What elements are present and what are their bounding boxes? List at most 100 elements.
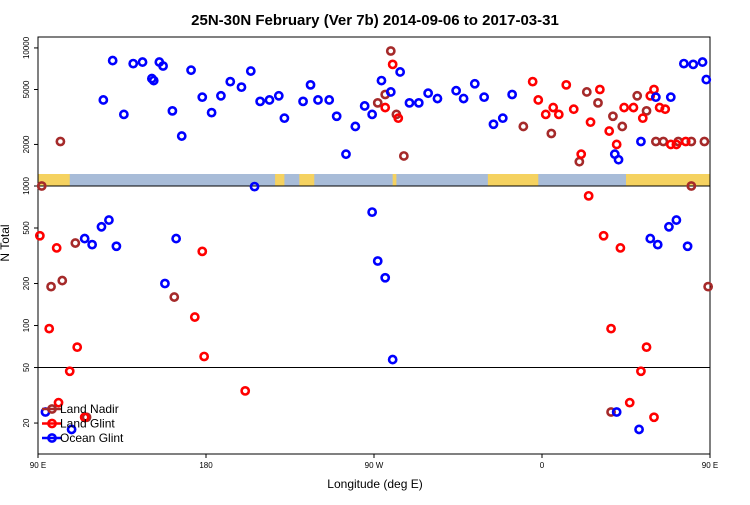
data-point bbox=[359, 101, 370, 111]
data-point bbox=[350, 121, 361, 132]
data-point bbox=[279, 113, 290, 124]
data-point bbox=[688, 59, 699, 70]
coastline-ocean-band bbox=[38, 174, 710, 186]
data-point bbox=[255, 96, 266, 107]
lower-y-tick-label: 1000 bbox=[22, 177, 31, 195]
data-point bbox=[574, 156, 585, 167]
data-point bbox=[561, 79, 572, 90]
data-point bbox=[404, 97, 415, 108]
data-point bbox=[652, 239, 663, 250]
data-point bbox=[79, 233, 90, 244]
coastline-land-segment bbox=[487, 174, 539, 186]
data-point bbox=[488, 119, 499, 130]
data-point bbox=[148, 75, 159, 86]
data-point bbox=[313, 95, 323, 105]
data-point bbox=[189, 312, 200, 322]
data-point bbox=[393, 113, 404, 124]
data-point bbox=[624, 397, 635, 408]
data-point bbox=[367, 109, 378, 120]
lower-y-tick-label: 20 bbox=[22, 418, 31, 427]
data-point bbox=[169, 292, 180, 302]
data-point bbox=[96, 221, 107, 232]
data-point bbox=[628, 102, 639, 113]
data-point bbox=[298, 96, 308, 107]
x-tick-label: 0 bbox=[540, 461, 545, 470]
data-point bbox=[216, 90, 226, 101]
data-point bbox=[701, 74, 712, 85]
lower-y-tick-label: 50 bbox=[22, 363, 31, 372]
data-point bbox=[273, 90, 284, 101]
data-point bbox=[680, 136, 691, 147]
data-point bbox=[197, 92, 208, 103]
data-point bbox=[650, 136, 661, 147]
data-point bbox=[568, 104, 579, 115]
data-point bbox=[331, 111, 342, 122]
data-point bbox=[380, 102, 391, 113]
data-point bbox=[46, 281, 56, 292]
data-point bbox=[225, 76, 236, 87]
data-point bbox=[372, 256, 383, 266]
data-point bbox=[44, 323, 55, 334]
coastline-land-segment bbox=[38, 174, 70, 186]
data-point bbox=[385, 87, 396, 97]
data-point bbox=[160, 278, 170, 289]
data-point bbox=[380, 272, 391, 283]
data-point bbox=[451, 85, 462, 96]
data-point bbox=[678, 58, 689, 69]
data-point bbox=[118, 109, 129, 120]
x-tick-label: 90 W bbox=[365, 461, 384, 470]
data-point bbox=[682, 241, 693, 252]
data-point bbox=[594, 84, 605, 95]
data-point bbox=[606, 323, 616, 334]
data-point bbox=[686, 136, 697, 147]
data-point bbox=[324, 95, 335, 105]
data-point bbox=[650, 92, 661, 103]
legend-label: Land Glint bbox=[60, 417, 115, 431]
data-point bbox=[398, 151, 409, 161]
data-point bbox=[51, 243, 62, 253]
data-point bbox=[479, 92, 490, 103]
data-point bbox=[649, 84, 659, 95]
upper-y-tick-label: 2000 bbox=[22, 135, 31, 153]
data-point bbox=[664, 221, 674, 232]
data-point bbox=[660, 104, 671, 115]
data-point bbox=[423, 88, 434, 99]
data-point bbox=[665, 139, 676, 150]
data-point bbox=[641, 105, 652, 116]
data-point bbox=[553, 109, 564, 120]
data-point bbox=[107, 55, 118, 66]
data-point bbox=[617, 121, 628, 132]
data-point bbox=[608, 111, 618, 122]
data-point bbox=[583, 190, 594, 201]
data-point bbox=[305, 79, 316, 90]
data-point bbox=[53, 397, 64, 408]
coastline-land-segment bbox=[626, 174, 710, 186]
data-point bbox=[697, 57, 708, 67]
data-point bbox=[615, 243, 626, 253]
data-point bbox=[57, 275, 68, 286]
data-point bbox=[413, 97, 424, 108]
data-point bbox=[593, 97, 603, 108]
data-point bbox=[649, 412, 659, 423]
plot-area: 2000 5000 10000 20 50 100 200 500 1000 90 E 180 90 … bbox=[22, 36, 718, 470]
x-tick-label: 90 E bbox=[702, 461, 718, 470]
data-point bbox=[385, 46, 396, 56]
data-point bbox=[641, 342, 652, 353]
x-tick-label: 180 bbox=[199, 461, 213, 470]
x-axis-label: Longitude (deg E) bbox=[327, 477, 422, 491]
data-point bbox=[372, 97, 383, 108]
data-point bbox=[341, 149, 351, 160]
data-point bbox=[197, 246, 208, 257]
lower-y-tick-label: 200 bbox=[22, 276, 31, 290]
legend-marker bbox=[47, 404, 57, 414]
data-point bbox=[264, 95, 275, 105]
data-point bbox=[34, 230, 45, 241]
data-point bbox=[527, 76, 538, 87]
data-point bbox=[240, 385, 251, 396]
data-point bbox=[72, 342, 83, 353]
data-point bbox=[395, 67, 406, 77]
data-point bbox=[70, 238, 81, 248]
chart-title: 25N-30N February (Ver 7b) 2014-09-06 to … bbox=[191, 12, 559, 29]
data-point bbox=[171, 233, 182, 244]
